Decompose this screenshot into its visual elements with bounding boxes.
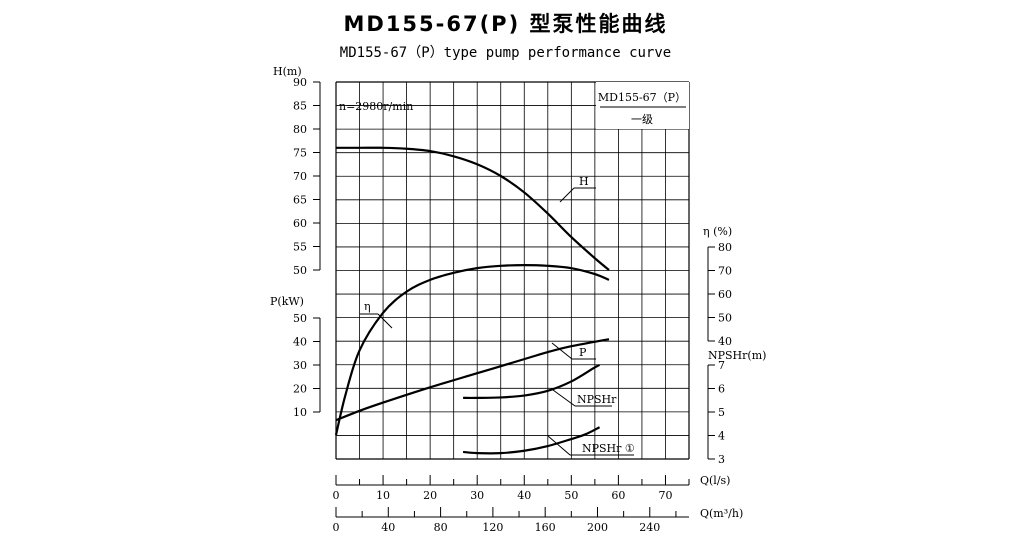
flow-m3h-tick-label: 120 [482,521,503,534]
head-axis-label: H(m) [273,65,302,78]
speed-label: n=2980r/min [339,100,413,113]
npsh-tick-label: 6 [718,383,725,396]
flow-ls-tick-label: 30 [470,489,484,502]
flow-ls-tick-label: 0 [333,489,340,502]
label-P: P [579,346,587,359]
power-curve [335,338,610,422]
label-npshr: NPSHr [577,393,617,406]
npsh-tick-label: 7 [718,359,725,372]
flow-m3h-axis-label: Q(m³/h) [700,507,743,520]
flow-m3h-tick-label: 160 [535,521,556,534]
npsh-tick-label: 3 [718,453,725,466]
head-curve [336,146,610,271]
head-tick-label: 60 [293,217,307,230]
power-axis: P(kW) 10 20 30 40 50 [270,295,321,419]
efficiency-tick-label: 70 [718,265,732,278]
npshr-curve [463,363,601,400]
efficiency-tick-label: 50 [718,312,732,325]
power-tick-label: 40 [293,336,307,349]
flow-ls-tick-label: 60 [611,489,625,502]
head-tick-label: 80 [293,123,307,136]
efficiency-axis-label: η (%) [703,225,732,238]
npsh-tick-label: 4 [718,430,725,443]
npsh-tick-label: 5 [718,406,725,419]
head-tick-label: 90 [293,76,307,89]
power-tick-label: 30 [293,359,307,372]
efficiency-tick-label: 80 [718,241,732,254]
power-axis-label: P(kW) [270,295,304,308]
power-tick-label: 50 [293,312,307,325]
flow-m3h-tick-label: 240 [639,521,660,534]
head-tick-label: 65 [293,194,307,207]
efficiency-tick-label: 40 [718,335,732,348]
npshr-1-curve [462,426,601,455]
grid [335,81,690,460]
efficiency-curve [334,263,610,436]
head-tick-label: 70 [293,170,307,183]
flow-ls-axis: 0 10 20 30 40 50 60 70 Q(l/s) [333,474,731,502]
stage-label: 一级 [631,113,653,126]
flow-ls-tick-label: 70 [658,489,672,502]
efficiency-axis: η (%) 40 50 60 70 80 [703,225,732,348]
flow-ls-tick-label: 40 [517,489,531,502]
chart-title: MD155-67(P) 型泵性能曲线 [343,12,668,36]
flow-ls-axis-label: Q(l/s) [700,474,730,487]
npsh-axis-label: NPSHr(m) [708,349,766,362]
model-box: MD155-67（P） 一级 [596,82,689,129]
head-tick-label: 55 [293,241,307,254]
head-tick-label: 85 [293,100,307,113]
flow-ls-tick-label: 20 [423,489,437,502]
label-npshr-1: NPSHr ① [582,442,635,455]
curves [334,146,610,455]
head-tick-label: 75 [293,147,307,160]
power-tick-label: 10 [293,406,307,419]
flow-m3h-axis: 0 40 80 120 160 200 240 Q(m³/h) [333,507,743,534]
power-tick-label: 20 [293,383,307,396]
npsh-axis: NPSHr(m) 3 4 5 6 7 [707,349,766,466]
flow-m3h-tick-label: 0 [333,521,340,534]
head-tick-label: 50 [293,264,307,277]
curve-labels: H η P NPSHr NPSHr ① [360,175,635,456]
label-H: H [579,175,589,188]
flow-ls-tick-label: 50 [564,489,578,502]
flow-m3h-tick-label: 200 [587,521,608,534]
flow-m3h-tick-label: 80 [434,521,448,534]
model-label: MD155-67（P） [598,91,686,104]
label-eta: η [364,300,371,313]
head-axis: H(m) 50 55 60 65 70 75 80 85 90 [273,65,321,277]
chart-subtitle: MD155-67（P）type pump performance curve [339,45,672,61]
efficiency-tick-label: 60 [718,288,732,301]
flow-ls-tick-label: 10 [376,489,390,502]
flow-m3h-tick-label: 40 [381,521,395,534]
